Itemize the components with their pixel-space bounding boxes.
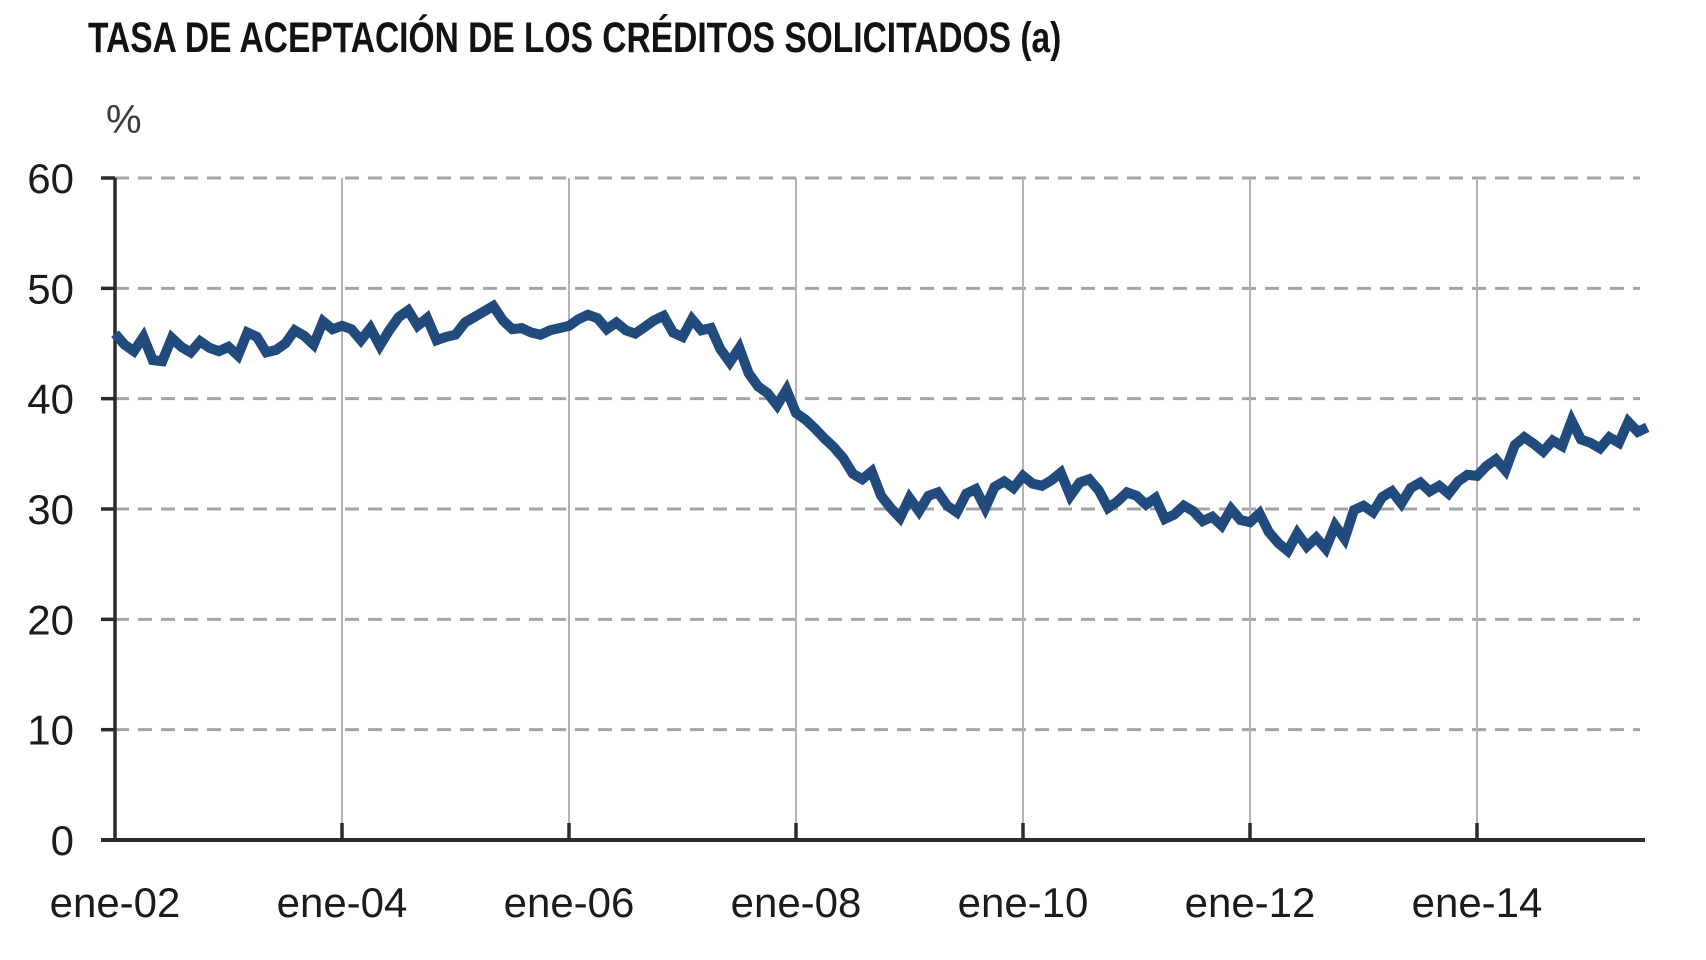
svg-text:ene-12: ene-12: [1185, 879, 1316, 926]
svg-text:ene-06: ene-06: [504, 879, 635, 926]
svg-text:30: 30: [27, 486, 74, 533]
axes: [101, 176, 1645, 842]
svg-text:10: 10: [27, 707, 74, 754]
svg-text:60: 60: [27, 155, 74, 202]
horizontal-gridlines: [115, 176, 1640, 732]
svg-text:20: 20: [27, 596, 74, 643]
svg-text:ene-02: ene-02: [50, 879, 181, 926]
vertical-gridlines: [341, 178, 1478, 840]
x-axis-tick-labels: ene-02 ene-04 ene-06 ene-08 ene-10 ene-12 ene-…: [50, 879, 1543, 926]
y-axis-tick-labels: 0 10 20 30 40 50 60: [27, 155, 74, 864]
svg-text:ene-10: ene-10: [958, 879, 1089, 926]
svg-text:0: 0: [51, 817, 74, 864]
svg-text:ene-04: ene-04: [277, 879, 408, 926]
svg-text:40: 40: [27, 376, 74, 423]
svg-text:ene-14: ene-14: [1412, 879, 1543, 926]
svg-text:ene-08: ene-08: [731, 879, 862, 926]
chart-title: TASA DE ACEPTACIÓN DE LOS CRÉDITOS SOLIC…: [88, 14, 1062, 62]
y-axis-unit-label: %: [106, 98, 142, 142]
svg-text:50: 50: [27, 265, 74, 312]
data-series-line: [111, 299, 1650, 559]
